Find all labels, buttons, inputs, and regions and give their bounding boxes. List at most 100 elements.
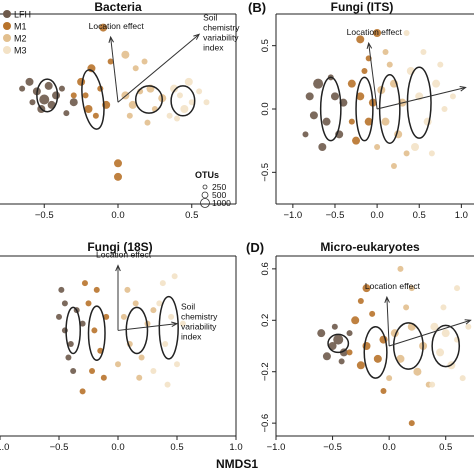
data-point [362,284,371,293]
x-tick-label: −0.5 [323,442,342,453]
data-point [162,340,169,347]
data-point [369,310,376,317]
x-tick-label: 1.0 [229,442,242,453]
data-point [430,322,439,331]
vector-label-line: Soil [203,12,217,22]
panel-4: (D) Micro-eukaryotes −1.0 −0.5 0.0 0.5 −0.6 −0.… [246,240,474,453]
ellipse-lfh [327,333,350,354]
ellipse-m1 [363,325,388,379]
ellipse-m3 [431,324,461,368]
panel-3: Fungi (18S) −1.0 −0.5 0.0 0.5 1.0 Location eff… [0,240,243,453]
data-point [79,388,86,395]
vector-arrow [368,43,378,110]
data-point [351,316,360,325]
vector-label: Location effect [96,249,152,259]
data-point [85,300,92,307]
y-tick-label: 0.5 [260,39,271,52]
series-lfh [19,77,78,117]
data-point [115,361,121,368]
data-point [107,58,114,65]
vector-label: Soil chemistry variability index [181,302,218,342]
x-tick-label: −0.5 [50,442,69,453]
data-point [432,79,441,88]
data-point [91,327,98,334]
data-point [411,143,420,151]
vector-label: Location effect [89,21,145,31]
data-point [65,354,72,361]
vector-label-line: chemistry [181,312,218,322]
vector-arrowhead [115,264,121,272]
legend-label-lfh: LFH [14,10,31,20]
panel-title: Fungi (18S) [87,240,152,254]
data-point [413,367,422,376]
data-point [322,117,331,126]
data-point [403,304,410,311]
otu-legend-value: 1000 [212,198,231,208]
data-point [396,354,405,363]
legend-swatch-m1 [3,22,11,30]
vector-label: Location effect [365,281,421,291]
vector-label-line: Location effect [365,281,421,291]
otu-legend-value: 500 [212,190,226,200]
data-point [397,265,404,272]
x-tick-label: −0.5 [326,210,345,221]
vector-label-line: Soil [181,302,195,312]
vector-arrowhead [459,86,467,92]
data-point [141,58,148,65]
data-point [126,112,133,119]
data-point [333,334,344,345]
data-point [346,349,353,356]
x-tick-label: −1.0 [283,210,302,221]
vector-arrow [110,37,119,103]
ellipse-m2 [392,322,424,370]
data-point [348,118,355,125]
series-m1 [346,284,415,427]
x-tick-label: 0.5 [413,210,426,221]
data-point [361,68,368,74]
data-point [81,280,88,287]
data-point [429,381,436,388]
vector-label: Location effect [347,27,403,37]
ellipse-m1 [355,76,374,142]
vector-arrow [376,86,466,110]
data-point [84,105,93,113]
data-point [302,131,309,138]
x-tick-label: 0.0 [383,442,396,453]
vector-arrow [386,297,390,347]
panel-title: Fungi (ITS) [331,0,394,14]
data-point [203,99,210,106]
data-point [128,100,137,109]
series-lfh [56,286,86,375]
data-point [440,304,447,311]
data-point [328,342,337,350]
data-point [63,110,70,117]
data-point [103,313,110,320]
data-point [150,368,157,375]
data-point [132,300,139,307]
data-point [124,286,131,293]
data-point [150,307,157,314]
data-point [179,320,186,327]
data-point [44,81,53,90]
data-point [408,420,415,427]
y-tick-label: −0.6 [260,414,271,433]
legend-swatch-m3 [3,46,11,54]
data-point [356,92,365,101]
series-lfh [317,323,353,365]
data-point [386,375,393,382]
data-point [97,347,104,354]
data-point [29,99,36,106]
vector-arrowhead [366,41,373,50]
data-point [373,29,382,37]
vector-arrow [388,319,471,347]
data-point [428,150,435,157]
panel-marks [19,23,210,181]
data-point [19,85,26,92]
vector-label-line: Location effect [347,27,403,37]
data-point [356,35,365,44]
otu-legend-circle [202,184,208,190]
panel-label: (B) [248,0,266,15]
vector-arrow [117,323,178,331]
vector-label-line: variability [203,32,239,42]
